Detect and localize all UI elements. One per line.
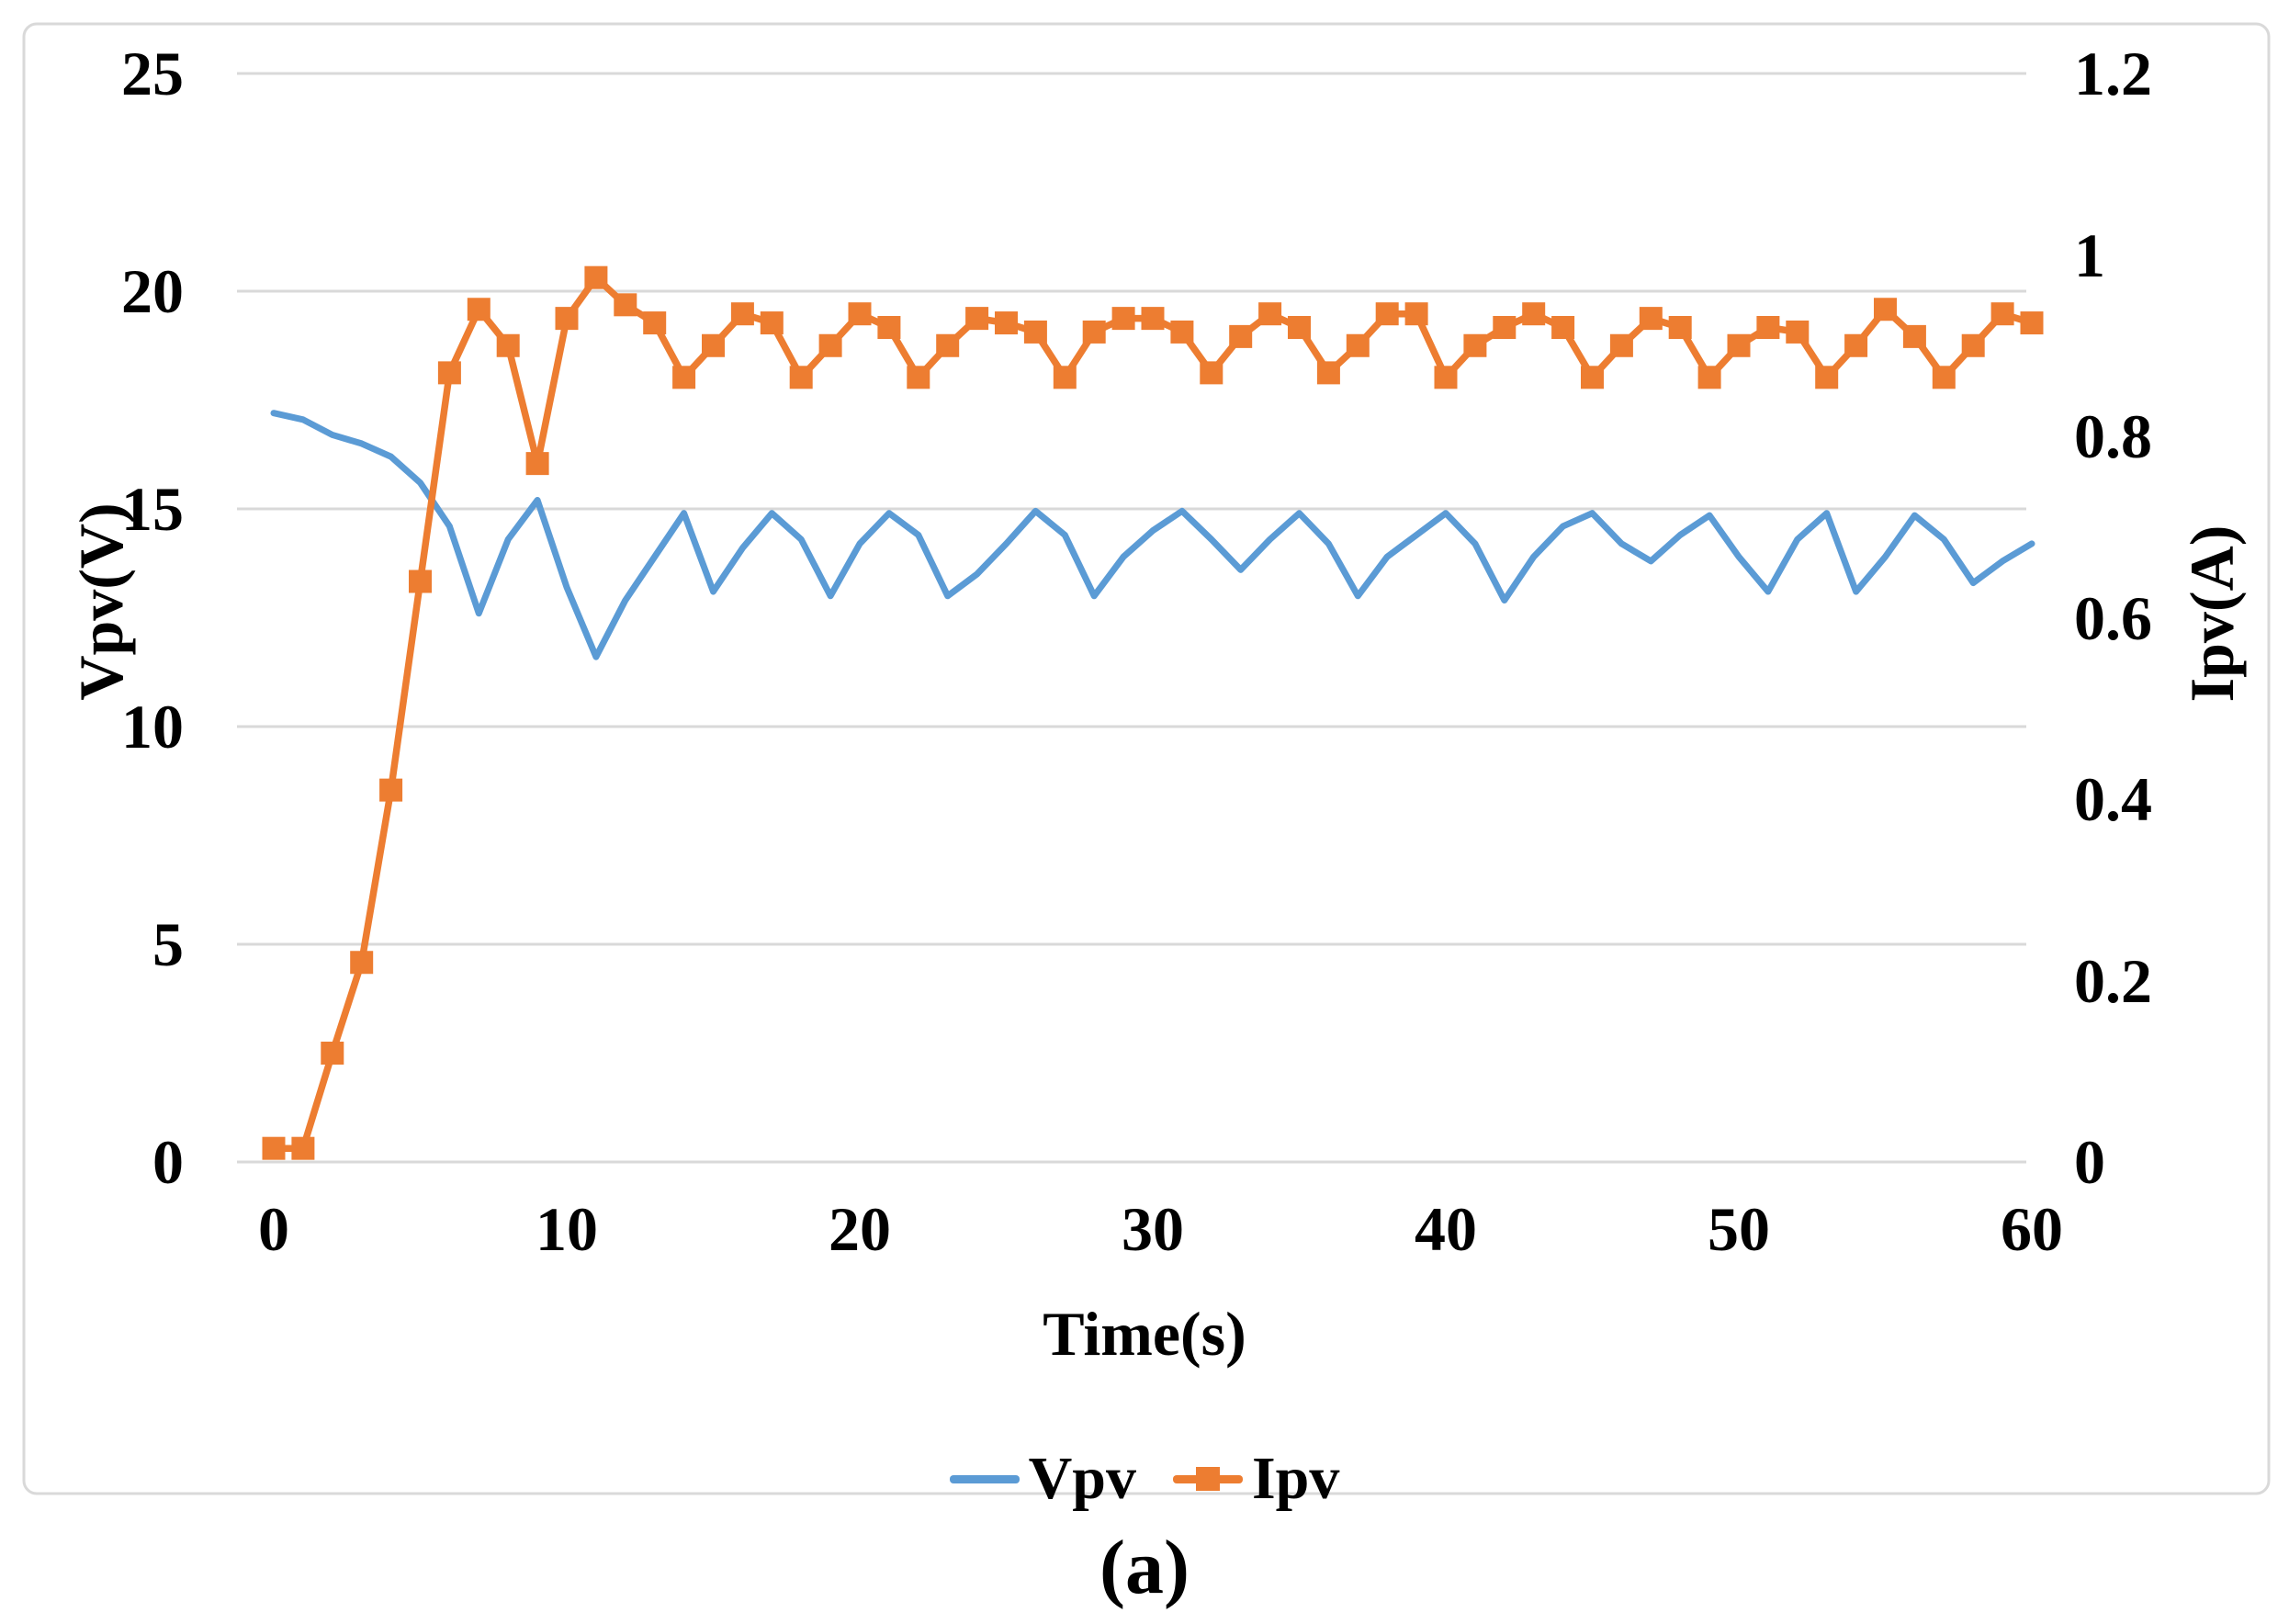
ipv-marker (1316, 361, 1340, 385)
ipv-marker (1581, 366, 1604, 389)
ipv-marker (848, 302, 872, 326)
ipv-marker (614, 293, 637, 317)
legend-item-ipv: Ipv (1172, 1435, 1340, 1523)
ipv-marker (1053, 366, 1077, 389)
y-right-tick-label: 0.6 (2074, 582, 2152, 653)
ipv-marker (1697, 366, 1721, 389)
ipv-marker (877, 316, 901, 339)
y-left-tick-label: 25 (121, 39, 184, 108)
y-right-tick-label: 0.8 (2074, 401, 2152, 471)
ipv-marker (409, 570, 432, 593)
ipv-marker (1961, 333, 1985, 357)
x-tick-label: 60 (2001, 1194, 2063, 1264)
ipv-marker (1170, 320, 1194, 344)
ipv-marker (1375, 302, 1399, 326)
ipv-marker (1111, 307, 1135, 331)
y-right-tick-label: 1.2 (2074, 39, 2152, 108)
x-tick-label: 30 (1122, 1194, 1184, 1264)
ipv-marker (702, 333, 725, 357)
ipv-marker (1874, 298, 1897, 321)
x-tick-label: 40 (1415, 1194, 1477, 1264)
ipv-marker (525, 452, 549, 476)
ipv-marker (1258, 302, 1282, 326)
legend-item-vpv: Vpv (949, 1435, 1136, 1523)
chart-frame-border (22, 22, 2271, 1495)
ipv-marker (1990, 302, 2014, 326)
ipv-marker (730, 302, 754, 326)
ipv-marker (1023, 320, 1047, 344)
legend-label-vpv: Vpv (1028, 1445, 1136, 1512)
y-right-tick-label: 0.2 (2074, 945, 2152, 1016)
ipv-square-marker-icon (1195, 1467, 1220, 1491)
ipv-marker (1288, 316, 1311, 339)
ipv-marker (379, 778, 403, 802)
ipv-marker (818, 333, 842, 357)
y-left-tick-label: 0 (152, 1127, 184, 1197)
ipv-marker (1404, 302, 1428, 326)
right-axis-title: Ipv(A) (2177, 524, 2247, 703)
ipv-marker (672, 366, 696, 389)
ipv-marker (1346, 333, 1370, 357)
ipv-marker (555, 307, 579, 331)
ipv-marker (760, 311, 784, 335)
ipv-marker (1200, 361, 1223, 385)
x-tick-label: 20 (829, 1194, 891, 1264)
ipv-line-swatch (1172, 1467, 1243, 1491)
ipv-marker (907, 366, 930, 389)
legend: Vpv Ipv (0, 1433, 2289, 1525)
y-left-tick-label: 20 (121, 256, 184, 326)
ipv-marker (1082, 320, 1106, 344)
legend-label-ipv: Ipv (1251, 1445, 1340, 1512)
ipv-marker (2020, 311, 2044, 335)
ipv-marker (1668, 316, 1692, 339)
ipv-marker (1493, 316, 1517, 339)
y-right-tick-label: 1 (2074, 220, 2105, 290)
ipv-marker (1756, 316, 1780, 339)
figure-caption: (a) (1099, 1525, 1190, 1610)
ipv-marker (1639, 307, 1663, 331)
ipv-marker (262, 1136, 286, 1160)
x-tick-label: 0 (258, 1194, 289, 1264)
ipv-marker (1932, 366, 1956, 389)
ipv-marker (936, 333, 960, 357)
ipv-marker (350, 951, 374, 975)
ipv-marker (965, 307, 989, 331)
ipv-marker (1727, 333, 1751, 357)
x-axis-title: Time(s) (1043, 1299, 1246, 1369)
x-tick-label: 50 (1708, 1194, 1770, 1264)
ipv-marker (1141, 307, 1165, 331)
ipv-marker (1522, 302, 1546, 326)
ipv-marker (496, 333, 520, 357)
ipv-marker (291, 1136, 315, 1160)
ipv-marker (321, 1042, 344, 1065)
y-right-tick-label: 0.4 (2074, 764, 2152, 834)
ipv-marker (467, 298, 490, 321)
ipv-marker (789, 366, 813, 389)
ipv-marker (584, 265, 608, 289)
ipv-marker (1463, 333, 1487, 357)
ipv-marker (1229, 324, 1253, 348)
vpv-series-line (270, 410, 2035, 660)
y-left-tick-label: 15 (121, 474, 184, 544)
y-left-tick-label: 10 (121, 692, 184, 761)
left-axis-title: Vpv(V) (66, 502, 136, 701)
ipv-marker (995, 311, 1018, 335)
ipv-marker (437, 361, 461, 385)
x-tick-label: 10 (536, 1194, 598, 1264)
y-right-tick-label: 0 (2074, 1127, 2105, 1197)
vpv-line-swatch (949, 1474, 1020, 1483)
ipv-marker (1815, 366, 1839, 389)
y-left-tick-label: 5 (152, 909, 184, 979)
ipv-marker (1902, 324, 1926, 348)
ipv-marker (1609, 333, 1633, 357)
ipv-marker (643, 311, 667, 335)
ipv-marker (1844, 333, 1868, 357)
ipv-marker (1551, 316, 1575, 339)
ipv-marker (1434, 366, 1458, 389)
ipv-marker (1786, 320, 1810, 344)
